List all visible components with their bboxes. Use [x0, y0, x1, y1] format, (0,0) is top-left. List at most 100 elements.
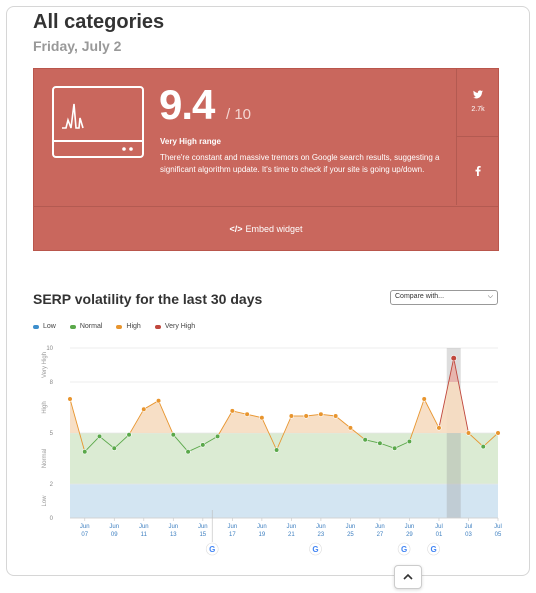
data-point	[436, 425, 442, 431]
series-line-segment	[69, 398, 86, 452]
embed-widget-button[interactable]: </> Embed widget	[34, 206, 498, 251]
data-point	[450, 355, 457, 362]
compare-with-value: Compare with...	[395, 293, 445, 300]
google-update-marker	[397, 542, 411, 556]
data-point	[82, 449, 88, 455]
x-tick-month: Jun	[405, 524, 415, 530]
series-line-segment	[202, 436, 218, 446]
legend-item-very-high[interactable]: Very High	[154, 323, 196, 330]
y-tick-label: 8	[50, 380, 54, 386]
x-tick-day: 21	[288, 532, 295, 538]
y-tick-label: 0	[50, 516, 54, 522]
scroll-to-top-button[interactable]	[394, 565, 422, 589]
x-tick-day: 11	[141, 532, 148, 538]
x-tick-day: 23	[318, 532, 325, 538]
data-point	[214, 433, 221, 439]
x-tick-day: 17	[229, 532, 236, 538]
x-tick-day: 29	[406, 532, 413, 538]
data-point	[274, 447, 280, 453]
score-panel: 9.4 / 10 Very High range There're consta…	[33, 68, 499, 251]
range-description: There're constant and massive tremors on…	[160, 153, 440, 174]
legend-item-normal[interactable]: Normal	[69, 323, 102, 330]
facebook-icon	[475, 165, 481, 176]
series-line-segment	[468, 432, 484, 447]
twitter-icon	[473, 90, 483, 99]
x-tick-month: Jun	[139, 524, 149, 530]
series-line-segment	[409, 398, 425, 442]
x-tick-day: 13	[170, 532, 177, 538]
x-tick-day: 15	[199, 532, 206, 538]
x-tick-month: Jun	[168, 524, 178, 530]
data-point	[200, 442, 206, 448]
data-point	[303, 413, 309, 419]
google-icon: G	[401, 545, 407, 554]
series-line-segment	[335, 415, 351, 429]
x-tick-month: Jul	[494, 524, 502, 530]
legend-item-low[interactable]: Low	[33, 323, 56, 330]
x-tick-day: 27	[377, 532, 384, 538]
chart-legend: Low Normal High Very High	[33, 323, 195, 330]
series-line-segment	[217, 410, 233, 437]
x-tick-month: Jun	[198, 524, 208, 530]
series-line-segment	[84, 436, 100, 453]
x-tick-day: 19	[259, 532, 266, 538]
data-point	[406, 438, 413, 445]
band-label: High	[42, 401, 48, 413]
data-point	[229, 408, 235, 414]
data-point	[259, 415, 265, 421]
series-line-segment	[482, 432, 499, 447]
volatility-score: 9.4	[159, 81, 215, 128]
x-tick-month: Jun	[228, 524, 238, 530]
data-point	[111, 445, 117, 451]
data-point	[377, 440, 383, 446]
data-point	[244, 411, 250, 417]
data-point	[67, 396, 73, 402]
series-line-segment	[379, 442, 395, 449]
google-icon: G	[209, 545, 215, 554]
twitter-count: 2.7k	[471, 106, 485, 113]
data-point	[333, 413, 339, 419]
legend-item-high[interactable]: High	[116, 323, 141, 330]
series-line-segment	[276, 415, 292, 451]
x-tick-month: Jun	[80, 524, 90, 530]
data-point	[362, 437, 368, 443]
data-point	[495, 430, 501, 436]
social-share: 2.7k	[456, 69, 499, 205]
chevron-up-icon	[403, 573, 413, 580]
data-point	[318, 411, 324, 417]
legend-label: High	[126, 323, 141, 330]
twitter-share-button[interactable]: 2.7k	[457, 69, 499, 137]
data-point	[155, 398, 162, 404]
legend-label: Very High	[164, 323, 196, 330]
series-line-segment	[350, 427, 366, 441]
legend-label: Low	[43, 323, 56, 330]
data-point	[141, 406, 147, 412]
band-low	[70, 484, 498, 518]
series-line-segment	[99, 436, 115, 449]
code-icon: </>	[229, 224, 243, 234]
x-tick-day: 09	[111, 532, 118, 538]
google-update-marker	[309, 542, 322, 556]
data-point	[421, 396, 427, 402]
x-tick-day: 25	[347, 532, 354, 538]
compare-with-select[interactable]: Compare with... ⌵	[390, 290, 498, 305]
chevron-down-icon: ⌵	[487, 293, 493, 300]
x-tick-month: Jun	[375, 524, 385, 530]
band-label: Normal	[42, 449, 48, 468]
legend-marker	[116, 324, 123, 329]
data-point	[185, 449, 191, 455]
data-point	[392, 445, 398, 451]
range-label: Very High range	[160, 137, 221, 146]
x-tick-month: Jun	[287, 524, 297, 530]
chart-title: SERP volatility for the last 30 days	[33, 291, 263, 307]
facebook-share-button[interactable]	[457, 137, 499, 205]
x-tick-month: Jun	[316, 524, 326, 530]
x-tick-month: Jul	[435, 524, 443, 530]
area-very-high	[448, 358, 459, 382]
series-line-segment	[261, 417, 278, 451]
data-point	[465, 430, 472, 436]
series-line-segment	[423, 398, 440, 429]
series-line-segment	[438, 358, 455, 428]
data-point	[480, 443, 486, 450]
x-tick-day: 03	[465, 532, 472, 538]
